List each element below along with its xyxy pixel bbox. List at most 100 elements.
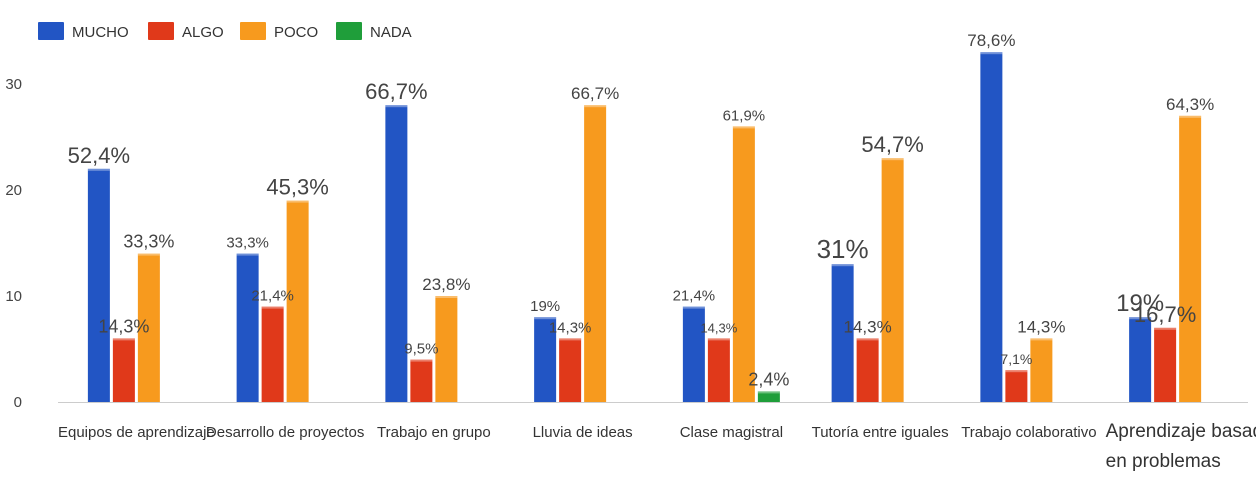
bar-highlight (707, 338, 730, 341)
bar-highlight (435, 296, 458, 298)
legend-label-mucho: MUCHO (72, 24, 129, 41)
bar-poco-equipos-de-aprendizaje (137, 253, 160, 402)
bar-highlight (682, 306, 705, 309)
category-label-trabajo-colaborativo: Trabajo colaborativo (961, 424, 1096, 441)
bar-highlight (534, 317, 557, 320)
y-tick-label: 20 (5, 182, 22, 199)
bar-algo-lluvia-de-ideas (559, 338, 582, 402)
bar-poco-tutoria-entre-iguales (881, 158, 904, 402)
bar-mucho-clase-magistral (682, 306, 705, 402)
bar-highlight (236, 253, 259, 256)
category-label-trabajo-en-grupo: Trabajo en grupo (377, 424, 491, 441)
bars (87, 52, 1202, 403)
legend-label-nada: NADA (370, 24, 412, 41)
bar-highlight (757, 391, 780, 394)
bar-highlight (261, 306, 284, 309)
bar-mucho-tutoria-entre-iguales (831, 264, 854, 402)
data-label-poco-aprendizaje-basado-en-problemas: 64,3% (1166, 95, 1214, 114)
legend-swatch-poco (240, 22, 266, 40)
bar-poco-clase-magistral (732, 126, 755, 403)
bar-highlight (1005, 370, 1028, 373)
legend-label-poco: POCO (274, 24, 318, 41)
bar-mucho-trabajo-en-grupo (385, 105, 408, 402)
legend-swatch-algo (148, 22, 174, 40)
data-label-poco-equipos-de-aprendizaje: 33,3% (123, 232, 174, 252)
data-label-algo-tutoria-entre-iguales: 14,3% (844, 317, 892, 336)
data-label-mucho-aprendizaje-basado-en-problemas: 19% (1116, 290, 1164, 317)
bar-algo-desarrollo-de-proyectos (261, 306, 284, 402)
bar-highlight (112, 338, 135, 341)
bar-highlight (1030, 338, 1053, 341)
bar-algo-aprendizaje-basado-en-problemas (1154, 327, 1177, 402)
bar-mucho-aprendizaje-basado-en-problemas (1129, 317, 1152, 402)
data-label-poco-clase-magistral: 61,9% (723, 107, 766, 124)
bar-highlight (87, 168, 110, 171)
bar-highlight (856, 338, 879, 341)
legend-label-algo: ALGO (182, 24, 224, 41)
data-label-algo-aprendizaje-basado-en-problemas: 16,7% (1134, 302, 1196, 327)
data-label-poco-lluvia-de-ideas: 66,7% (571, 84, 619, 103)
bar-mucho-trabajo-colaborativo (980, 52, 1003, 402)
bar-highlight (831, 264, 854, 267)
data-label-mucho-tutoria-entre-iguales: 31% (817, 234, 869, 264)
y-axis: 0 10 20 30 (5, 76, 1248, 411)
bar-highlight (559, 338, 582, 341)
bar-poco-desarrollo-de-proyectos (286, 200, 309, 402)
y-tick-label: 10 (5, 288, 22, 305)
bar-algo-equipos-de-aprendizaje (112, 338, 135, 402)
bar-poco-trabajo-en-grupo (435, 296, 458, 402)
bar-highlight (137, 253, 160, 256)
bar-highlight (410, 359, 433, 362)
bar-algo-clase-magistral (707, 338, 730, 402)
data-label-algo-clase-magistral: 14,3% (700, 320, 737, 335)
bar-mucho-lluvia-de-ideas (534, 317, 557, 402)
y-tick-label: 0 (14, 394, 22, 411)
bar-highlight (1129, 317, 1152, 320)
data-label-poco-tutoria-entre-iguales: 54,7% (861, 132, 923, 157)
y-tick-label: 30 (5, 76, 22, 93)
bar-highlight (980, 52, 1003, 55)
data-label-algo-equipos-de-aprendizaje: 14,3% (98, 316, 149, 336)
data-label-poco-desarrollo-de-proyectos: 45,3% (266, 175, 328, 200)
data-label-mucho-desarrollo-de-proyectos: 33,3% (226, 235, 269, 252)
bar-highlight (385, 105, 408, 108)
legend-swatch-mucho (38, 22, 64, 40)
data-label-nada-clase-magistral: 2,4% (748, 369, 789, 389)
bar-highlight (286, 200, 309, 203)
data-label-algo-lluvia-de-ideas: 14,3% (549, 319, 592, 336)
data-label-mucho-lluvia-de-ideas: 19% (530, 298, 560, 315)
bar-highlight (881, 158, 904, 161)
data-labels: 52,4% 14,3% 33,3% 33,3% 21,4% 45,3% 66,7% 9,5% 2… (68, 31, 1215, 389)
data-label-mucho-trabajo-colaborativo: 78,6% (967, 31, 1015, 50)
bar-algo-trabajo-en-grupo (410, 359, 433, 402)
bar-highlight (1154, 327, 1177, 330)
data-label-mucho-trabajo-en-grupo: 66,7% (365, 79, 427, 104)
category-label-tutoria-entre-iguales: Tutoría entre iguales (812, 424, 949, 441)
category-label-desarrollo-de-proyectos: Desarrollo de proyectos (206, 424, 364, 441)
category-label-equipos-de-aprendizaje: Equipos de aprendizaje (58, 424, 215, 441)
bar-highlight (584, 105, 607, 108)
data-label-poco-trabajo-en-grupo: 23,8% (422, 275, 470, 294)
legend-swatch-nada (336, 22, 362, 40)
legend: MUCHO ALGO POCO NADA (38, 22, 412, 41)
category-label-aprendizaje-basado-en-problemas: Aprendizaje basadoen problemas (1106, 421, 1256, 472)
category-label-clase-magistral: Clase magistral (680, 424, 783, 441)
bar-poco-aprendizaje-basado-en-problemas (1179, 115, 1202, 403)
bar-nada-clase-magistral (757, 391, 780, 402)
bar-algo-trabajo-colaborativo (1005, 370, 1028, 402)
bar-mucho-equipos-de-aprendizaje (87, 168, 110, 402)
bar-poco-trabajo-colaborativo (1030, 338, 1053, 402)
category-label-lluvia-de-ideas: Lluvia de ideas (533, 424, 633, 441)
bar-highlight (732, 126, 755, 129)
data-label-mucho-equipos-de-aprendizaje: 52,4% (68, 143, 130, 168)
bar-algo-tutoria-entre-iguales (856, 338, 879, 402)
data-label-algo-desarrollo-de-proyectos: 21,4% (251, 288, 294, 305)
bar-highlight (1179, 115, 1202, 118)
data-label-algo-trabajo-en-grupo: 9,5% (404, 341, 438, 358)
bar-poco-lluvia-de-ideas (584, 105, 607, 402)
data-label-mucho-clase-magistral: 21,4% (673, 288, 716, 305)
data-label-algo-trabajo-colaborativo: 7,1% (1000, 351, 1032, 367)
